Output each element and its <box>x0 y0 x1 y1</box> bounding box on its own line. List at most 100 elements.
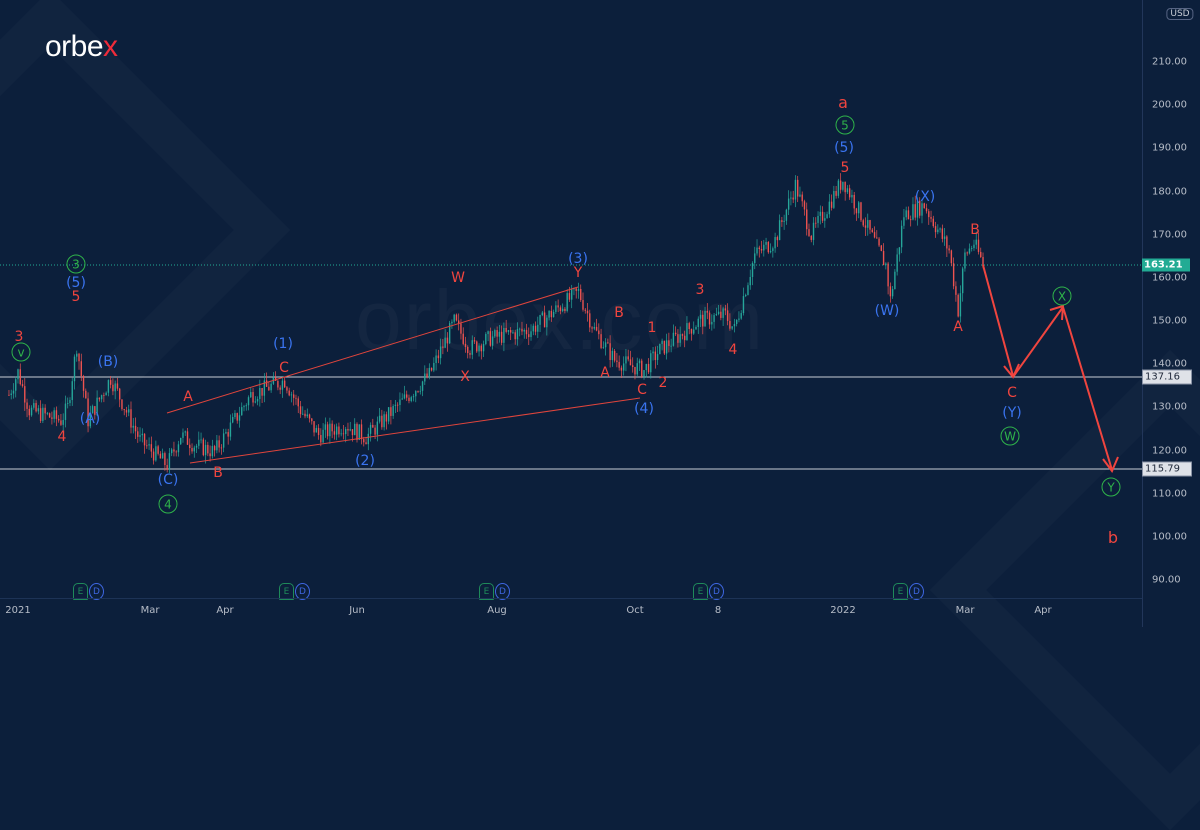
price-axis[interactable] <box>1142 0 1200 627</box>
candle <box>898 247 901 262</box>
candle <box>643 369 645 380</box>
candle <box>844 181 846 201</box>
candle <box>462 327 464 346</box>
candle <box>376 416 379 442</box>
candle <box>53 407 55 423</box>
earnings-icon[interactable]: E <box>279 583 294 600</box>
y-tick: 150.00 <box>1152 315 1187 327</box>
dividend-icon[interactable]: D <box>495 583 510 600</box>
candle <box>950 249 953 267</box>
candle <box>491 330 494 350</box>
candle <box>146 439 148 449</box>
candle <box>724 304 727 316</box>
candle <box>747 282 749 296</box>
candle <box>839 173 842 194</box>
y-tick: 190.00 <box>1152 142 1187 154</box>
candle <box>62 413 64 433</box>
candle <box>281 376 284 398</box>
wave-label: X <box>460 369 470 385</box>
candle <box>860 201 862 222</box>
dividend-icon[interactable]: D <box>295 583 310 600</box>
candle <box>787 190 790 216</box>
candle <box>415 390 417 403</box>
wave-label: (W) <box>874 303 900 319</box>
candle <box>690 328 693 341</box>
candle <box>137 427 139 443</box>
candle <box>308 413 311 423</box>
candle <box>955 281 957 302</box>
candle <box>173 441 175 457</box>
candle <box>482 340 485 357</box>
wave-label: 4 <box>728 342 738 358</box>
candle <box>620 365 623 379</box>
candle <box>971 245 973 252</box>
y-tick: 100.00 <box>1152 531 1187 543</box>
candle <box>107 379 110 397</box>
x-tick: Mar <box>955 605 975 616</box>
candle <box>688 321 690 335</box>
candle <box>677 329 679 348</box>
candle <box>543 305 546 328</box>
candle <box>509 327 512 341</box>
wave-label-circled: W <box>1000 426 1020 446</box>
candle <box>109 375 112 389</box>
candle <box>290 391 293 403</box>
candle <box>797 175 799 203</box>
currency-label[interactable]: USD <box>1166 8 1194 20</box>
wave-label: 4 <box>57 429 67 445</box>
candle <box>195 443 198 454</box>
dividend-icon[interactable]: D <box>709 583 724 600</box>
chart-area[interactable]: orbex.com orbex 3 5 4 A B C W X Y B 1 A … <box>0 0 1200 627</box>
earnings-icon[interactable]: E <box>893 583 908 600</box>
dividend-icon[interactable]: D <box>909 583 924 600</box>
lower-trendline <box>189 397 641 464</box>
candle <box>704 306 706 327</box>
candle <box>801 191 803 207</box>
candle <box>419 385 421 395</box>
candle <box>697 316 699 334</box>
candle <box>561 303 564 313</box>
candle <box>749 269 751 290</box>
wave-label: B <box>213 465 223 481</box>
candle <box>937 224 939 235</box>
candle <box>625 349 627 372</box>
candle <box>193 445 195 458</box>
arrow-down-1 <box>982 264 1014 377</box>
candle <box>489 327 492 347</box>
candle <box>654 346 657 369</box>
candle <box>428 363 431 380</box>
candle <box>76 350 78 362</box>
candle <box>211 439 214 459</box>
candle <box>399 392 401 412</box>
earnings-icon[interactable]: E <box>693 583 708 600</box>
candle <box>557 299 559 313</box>
candle <box>720 304 722 321</box>
candle <box>837 178 840 199</box>
candle <box>410 395 412 403</box>
candle <box>157 444 159 456</box>
candle <box>437 349 440 364</box>
earnings-icon[interactable]: E <box>73 583 88 600</box>
candle <box>611 347 614 367</box>
y-tick: 130.00 <box>1152 401 1187 413</box>
wave-label-circled: 3 <box>66 254 86 274</box>
candle <box>421 380 424 397</box>
x-tick: Oct <box>626 605 644 616</box>
candle <box>112 378 114 396</box>
candle <box>717 304 720 316</box>
candle <box>817 211 819 228</box>
candle <box>873 226 876 239</box>
y-tick: 110.00 <box>1152 488 1187 500</box>
candle <box>769 243 772 254</box>
candle <box>82 374 85 398</box>
candle <box>760 240 763 254</box>
earnings-icon[interactable]: E <box>479 583 494 600</box>
candle <box>55 406 58 427</box>
candle <box>699 309 702 328</box>
dividend-icon[interactable]: D <box>89 583 104 600</box>
